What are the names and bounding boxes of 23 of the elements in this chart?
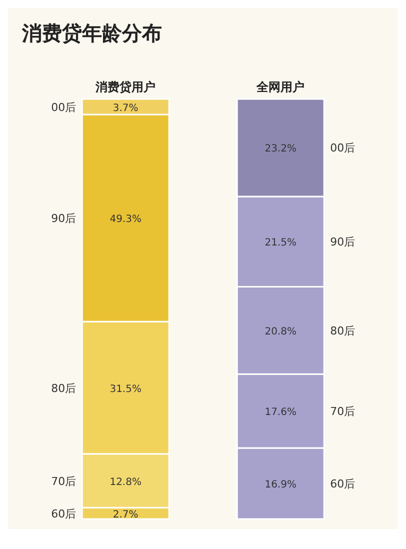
text: 00后 xyxy=(330,142,356,155)
data-label: 17.6% xyxy=(264,407,296,418)
chart-title: 消费贷年龄分布 xyxy=(20,20,163,47)
series-label: 90后 xyxy=(51,212,76,226)
text: 80后 xyxy=(330,324,356,338)
x-tick-label: 消费贷用户 xyxy=(94,80,156,94)
text: 60后 xyxy=(330,478,356,491)
data-label: 12.8% xyxy=(110,476,142,488)
series-label: 60后 xyxy=(51,507,76,520)
text: 70后 xyxy=(330,405,356,418)
data-label: 3.7% xyxy=(112,102,138,114)
data-label: 20.8% xyxy=(264,326,296,338)
data-label: 23.2% xyxy=(264,144,296,155)
data-label: 49.3% xyxy=(110,214,142,226)
x-tick-label: 全网用户 xyxy=(256,80,304,94)
series-label: 70后 xyxy=(51,474,76,488)
data-label: 21.5% xyxy=(264,238,296,249)
series-label: 00后 xyxy=(51,100,76,114)
text: 90后 xyxy=(330,236,356,249)
data-label: 16.9% xyxy=(264,480,296,491)
series-label: 80后 xyxy=(51,382,76,395)
data-label: 31.5% xyxy=(110,384,142,395)
data-label: 2.7% xyxy=(112,509,138,520)
